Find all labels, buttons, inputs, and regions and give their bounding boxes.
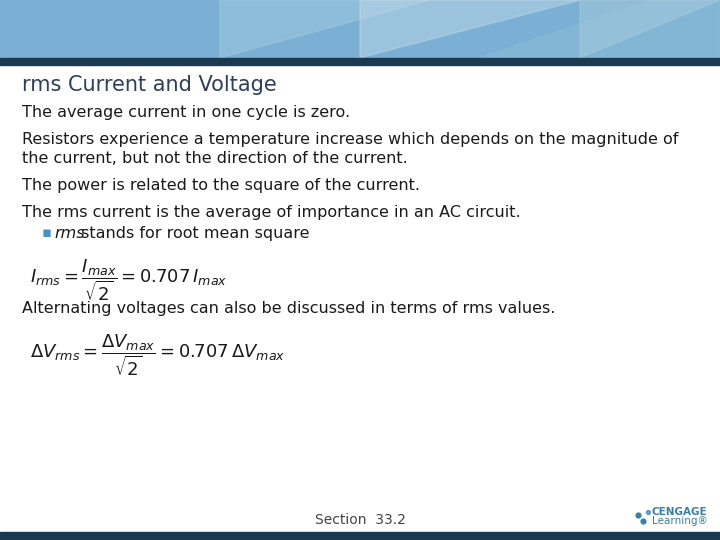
Bar [0,0,720,58]
Text: CENGAGE: CENGAGE [652,507,708,517]
Text: The average current in one cycle is zero.: The average current in one cycle is zero… [22,105,350,120]
Text: rms Current and Voltage: rms Current and Voltage [22,75,276,95]
Text: $\Delta V_{rms} = \dfrac{\Delta V_{max}}{\sqrt{2}} = 0.707\, \Delta V_{max}$: $\Delta V_{rms} = \dfrac{\Delta V_{max}}… [30,332,285,377]
Text: The rms current is the average of importance in an AC circuit.: The rms current is the average of import… [22,205,521,220]
Text: The power is related to the square of the current.: The power is related to the square of th… [22,178,420,193]
Polygon shape [360,0,580,58]
Text: stands for root mean square: stands for root mean square [76,226,310,241]
Bar [0,532,720,540]
Text: Learning®: Learning® [652,516,708,526]
Polygon shape [480,0,720,58]
Text: rms: rms [54,226,85,241]
Text: $I_{rms} = \dfrac{I_{max}}{\sqrt{2}} = 0.707\, I_{max}$: $I_{rms} = \dfrac{I_{max}}{\sqrt{2}} = 0… [30,257,228,302]
Text: Resistors experience a temperature increase which depends on the magnitude of: Resistors experience a temperature incre… [22,132,678,147]
Polygon shape [220,0,430,58]
Text: the current, but not the direction of the current.: the current, but not the direction of th… [22,151,408,166]
Point [637,517,649,525]
Polygon shape [580,0,720,58]
Text: Section  33.2: Section 33.2 [315,513,405,527]
Point [642,508,654,516]
Point [632,511,644,519]
Text: Alternating voltages can also be discussed in terms of rms values.: Alternating voltages can also be discuss… [22,301,555,316]
Text: ▪: ▪ [42,225,52,240]
Bar [0,58,720,65]
